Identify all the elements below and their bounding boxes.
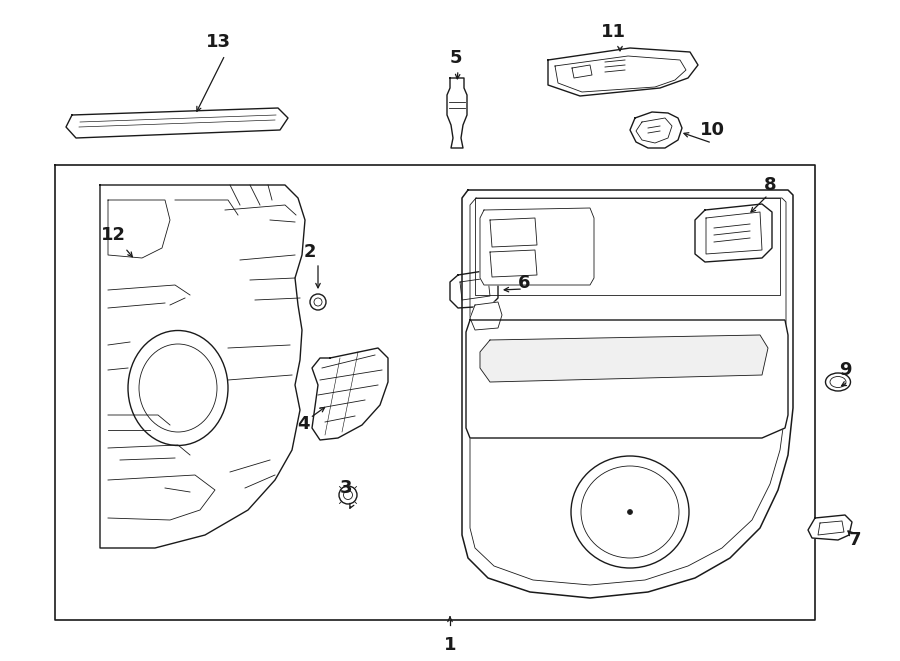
Ellipse shape [571, 456, 689, 568]
Polygon shape [630, 112, 682, 148]
Polygon shape [480, 335, 768, 382]
Polygon shape [312, 348, 388, 440]
Text: 10: 10 [699, 121, 725, 139]
Text: 6: 6 [518, 274, 530, 292]
Polygon shape [466, 320, 788, 438]
Ellipse shape [627, 510, 633, 514]
Text: 4: 4 [297, 415, 310, 433]
Polygon shape [470, 302, 502, 330]
Text: 11: 11 [600, 23, 626, 41]
Text: 9: 9 [839, 361, 851, 379]
Text: 12: 12 [101, 226, 125, 244]
Text: 8: 8 [764, 176, 777, 194]
Ellipse shape [825, 373, 850, 391]
Text: 5: 5 [450, 49, 463, 67]
Text: 2: 2 [304, 243, 316, 261]
Polygon shape [548, 48, 698, 96]
Text: 7: 7 [849, 531, 861, 549]
Text: 3: 3 [340, 479, 352, 497]
Polygon shape [450, 270, 498, 308]
Polygon shape [695, 204, 772, 262]
Polygon shape [462, 190, 793, 598]
Polygon shape [480, 208, 594, 285]
Text: 13: 13 [205, 33, 230, 51]
Text: 1: 1 [444, 636, 456, 654]
Ellipse shape [339, 486, 357, 504]
Polygon shape [66, 108, 288, 138]
Polygon shape [808, 515, 852, 540]
Polygon shape [100, 185, 305, 548]
Ellipse shape [310, 294, 326, 310]
Polygon shape [447, 78, 467, 148]
